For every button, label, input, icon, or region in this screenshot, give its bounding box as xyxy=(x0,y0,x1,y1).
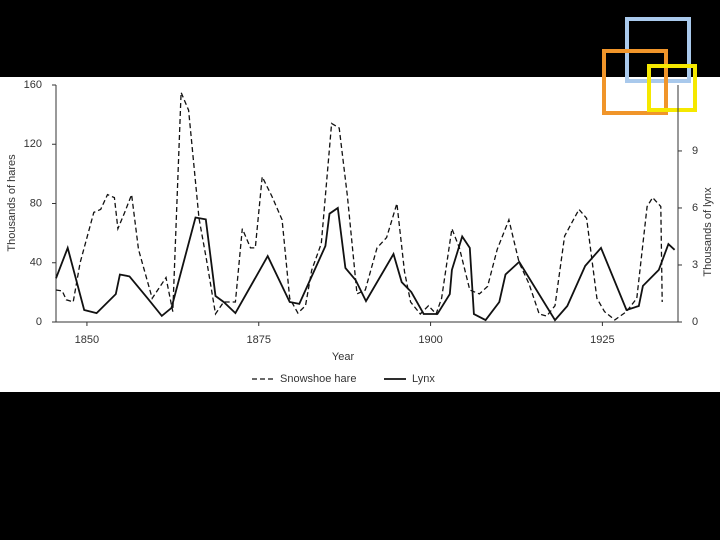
y-tick-label: 40 xyxy=(30,257,42,269)
y2-axis-label: Thousands of lynx xyxy=(702,187,714,277)
x-tick-label: 1875 xyxy=(247,334,271,346)
series-line xyxy=(55,206,676,322)
y2-tick-label: 3 xyxy=(692,259,698,271)
y2-tick-label: 6 xyxy=(692,202,698,214)
y-tick-label: 160 xyxy=(24,79,42,91)
y-tick-label: 0 xyxy=(36,316,42,328)
x-tick-label: 1925 xyxy=(590,334,614,346)
y2-tick-label: 0 xyxy=(692,316,698,328)
x-tick-label: 1850 xyxy=(75,334,99,346)
y-tick-label: 80 xyxy=(30,197,42,209)
x-axis-label: Year xyxy=(332,351,355,363)
chart-panel xyxy=(0,77,720,392)
series-line xyxy=(55,92,663,321)
decor-square xyxy=(602,49,668,115)
y2-tick-label: 9 xyxy=(692,145,698,157)
y-axis-label: Thousands of hares xyxy=(6,154,18,252)
legend-label: Lynx xyxy=(412,373,435,385)
y-tick-label: 120 xyxy=(24,138,42,150)
decor-square xyxy=(647,64,697,112)
x-tick-label: 1900 xyxy=(418,334,442,346)
legend-label: Snowshoe hare xyxy=(280,373,356,385)
